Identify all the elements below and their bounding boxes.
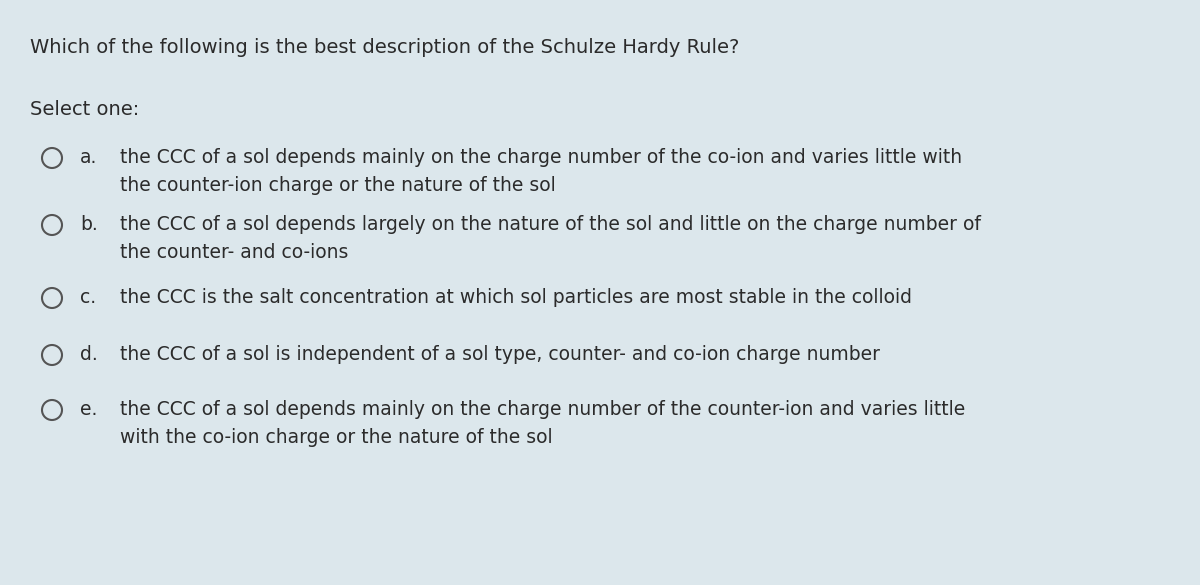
Text: c.: c.: [80, 288, 96, 307]
Text: d.: d.: [80, 345, 97, 364]
Text: a.: a.: [80, 148, 97, 167]
Text: e.: e.: [80, 400, 97, 419]
Text: with the co-ion charge or the nature of the sol: with the co-ion charge or the nature of …: [120, 428, 553, 447]
Text: the CCC of a sol depends mainly on the charge number of the co-ion and varies li: the CCC of a sol depends mainly on the c…: [120, 148, 962, 167]
Text: the CCC of a sol is independent of a sol type, counter- and co-ion charge number: the CCC of a sol is independent of a sol…: [120, 345, 880, 364]
Text: Select one:: Select one:: [30, 100, 139, 119]
Text: the counter-ion charge or the nature of the sol: the counter-ion charge or the nature of …: [120, 176, 556, 195]
Text: Which of the following is the best description of the Schulze Hardy Rule?: Which of the following is the best descr…: [30, 38, 739, 57]
Text: the CCC is the salt concentration at which sol particles are most stable in the : the CCC is the salt concentration at whi…: [120, 288, 912, 307]
Text: the CCC of a sol depends largely on the nature of the sol and little on the char: the CCC of a sol depends largely on the …: [120, 215, 980, 234]
Text: the CCC of a sol depends mainly on the charge number of the counter-ion and vari: the CCC of a sol depends mainly on the c…: [120, 400, 965, 419]
Text: the counter- and co-ions: the counter- and co-ions: [120, 243, 348, 262]
Text: b.: b.: [80, 215, 97, 234]
